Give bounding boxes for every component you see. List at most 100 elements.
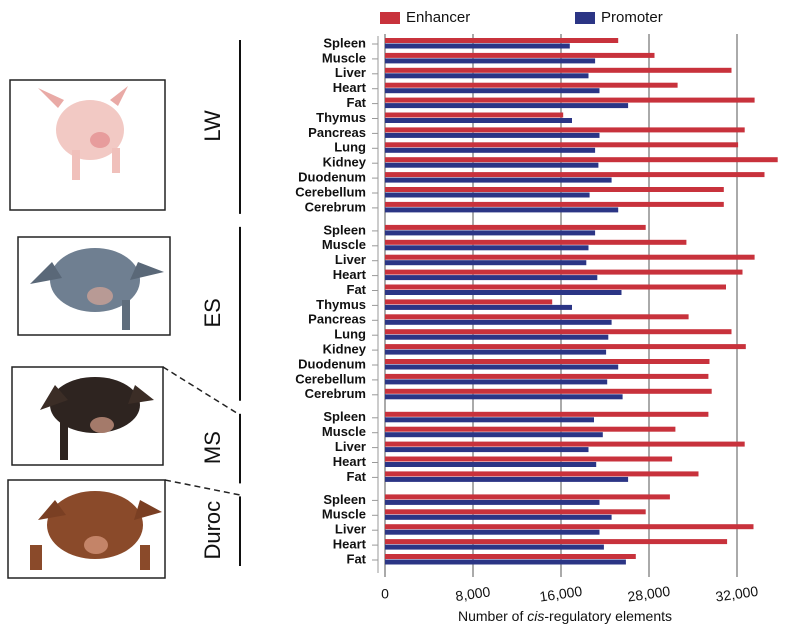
category-label: Cerebrum bbox=[305, 199, 366, 214]
category-label: Cerebellum bbox=[295, 371, 366, 386]
x-tick-label: 16,000 bbox=[539, 583, 584, 605]
bar bbox=[385, 245, 589, 250]
category-label: Fat bbox=[347, 551, 367, 566]
bar bbox=[385, 240, 686, 245]
bar bbox=[385, 515, 612, 520]
x-tick-label: 32,000 bbox=[715, 583, 760, 605]
bar bbox=[385, 500, 600, 505]
bar bbox=[385, 477, 628, 482]
bar bbox=[385, 68, 732, 73]
bar bbox=[385, 157, 778, 162]
x-axis-title-part: cis bbox=[527, 608, 544, 624]
bar bbox=[385, 275, 597, 280]
bar bbox=[385, 113, 563, 118]
category-label: Muscle bbox=[322, 424, 366, 439]
pig-picture-duroc bbox=[8, 480, 165, 578]
bar bbox=[385, 225, 646, 230]
bar bbox=[385, 270, 743, 275]
bar bbox=[385, 394, 623, 399]
category-label: Kidney bbox=[323, 155, 367, 170]
bar bbox=[385, 103, 628, 108]
category-label: Heart bbox=[333, 80, 367, 95]
category-label: Pancreas bbox=[308, 312, 366, 327]
category-label: Muscle bbox=[322, 237, 366, 252]
category-label: Thymus bbox=[316, 110, 366, 125]
bar bbox=[385, 442, 745, 447]
group-label: ES bbox=[200, 298, 225, 327]
category-label: Lung bbox=[334, 140, 366, 155]
bar bbox=[385, 88, 600, 93]
connectors bbox=[163, 367, 240, 495]
bar bbox=[385, 412, 708, 417]
category-label: Cerebellum bbox=[295, 184, 366, 199]
bar bbox=[385, 163, 598, 168]
bar bbox=[385, 560, 626, 565]
group-label: MS bbox=[200, 431, 225, 464]
bar bbox=[385, 178, 612, 183]
legend-label: Promoter bbox=[601, 9, 663, 26]
category-label: Spleen bbox=[323, 35, 366, 50]
category-label: Liver bbox=[335, 439, 366, 454]
x-axis-title-part: Number of bbox=[458, 608, 527, 624]
x-axis-title-part: -regulatory elements bbox=[544, 608, 672, 624]
bar bbox=[385, 285, 726, 290]
legend-swatch bbox=[575, 12, 595, 24]
legend-swatch bbox=[380, 12, 400, 24]
category-label: Muscle bbox=[322, 507, 366, 522]
bar bbox=[385, 255, 755, 260]
category-label: Fat bbox=[347, 95, 367, 110]
group-label: Duroc bbox=[200, 501, 225, 560]
bar bbox=[385, 329, 732, 334]
x-axis-title: Number of cis-regulatory elements bbox=[458, 608, 672, 624]
bar bbox=[385, 509, 646, 514]
x-tick-label: 28,000 bbox=[627, 583, 672, 605]
bar bbox=[385, 133, 600, 138]
bar bbox=[385, 202, 724, 207]
bar bbox=[385, 172, 765, 177]
bar bbox=[385, 457, 672, 462]
category-label: Liver bbox=[335, 522, 366, 537]
bar bbox=[385, 127, 745, 132]
bar bbox=[385, 148, 595, 153]
bar bbox=[385, 365, 618, 370]
category-label: Muscle bbox=[322, 50, 366, 65]
bar bbox=[385, 379, 607, 384]
bar bbox=[385, 314, 689, 319]
bar bbox=[385, 471, 699, 476]
bar bbox=[385, 494, 670, 499]
category-label: Liver bbox=[335, 65, 366, 80]
group-label: LW bbox=[200, 110, 225, 142]
category-label: Heart bbox=[333, 454, 367, 469]
bar bbox=[385, 524, 754, 529]
bar bbox=[385, 58, 595, 63]
category-label: Duodenum bbox=[298, 356, 366, 371]
bar bbox=[385, 38, 618, 43]
bar bbox=[385, 53, 655, 58]
bar bbox=[385, 350, 606, 355]
bar bbox=[385, 305, 572, 310]
pig-picture-es bbox=[18, 237, 170, 335]
bar bbox=[385, 73, 589, 78]
category-label: Fat bbox=[347, 469, 367, 484]
bar bbox=[385, 344, 746, 349]
pig-picture-lw bbox=[10, 80, 165, 210]
category-label: Liver bbox=[335, 252, 366, 267]
category-label: Duodenum bbox=[298, 170, 366, 185]
category-label: Lung bbox=[334, 327, 366, 342]
category-label: Spleen bbox=[323, 492, 366, 507]
bar bbox=[385, 44, 570, 49]
category-label: Fat bbox=[347, 282, 367, 297]
x-tick-label: 0 bbox=[381, 586, 389, 602]
category-label: Kidney bbox=[323, 342, 367, 357]
bar bbox=[385, 545, 604, 550]
x-tick-label: 8,000 bbox=[454, 583, 491, 604]
bar bbox=[385, 207, 618, 212]
bar bbox=[385, 530, 600, 535]
bar bbox=[385, 417, 594, 422]
bar bbox=[385, 98, 755, 103]
bar bbox=[385, 427, 675, 432]
category-label: Heart bbox=[333, 537, 367, 552]
bar bbox=[385, 320, 612, 325]
bar bbox=[385, 389, 712, 394]
bar bbox=[385, 539, 727, 544]
